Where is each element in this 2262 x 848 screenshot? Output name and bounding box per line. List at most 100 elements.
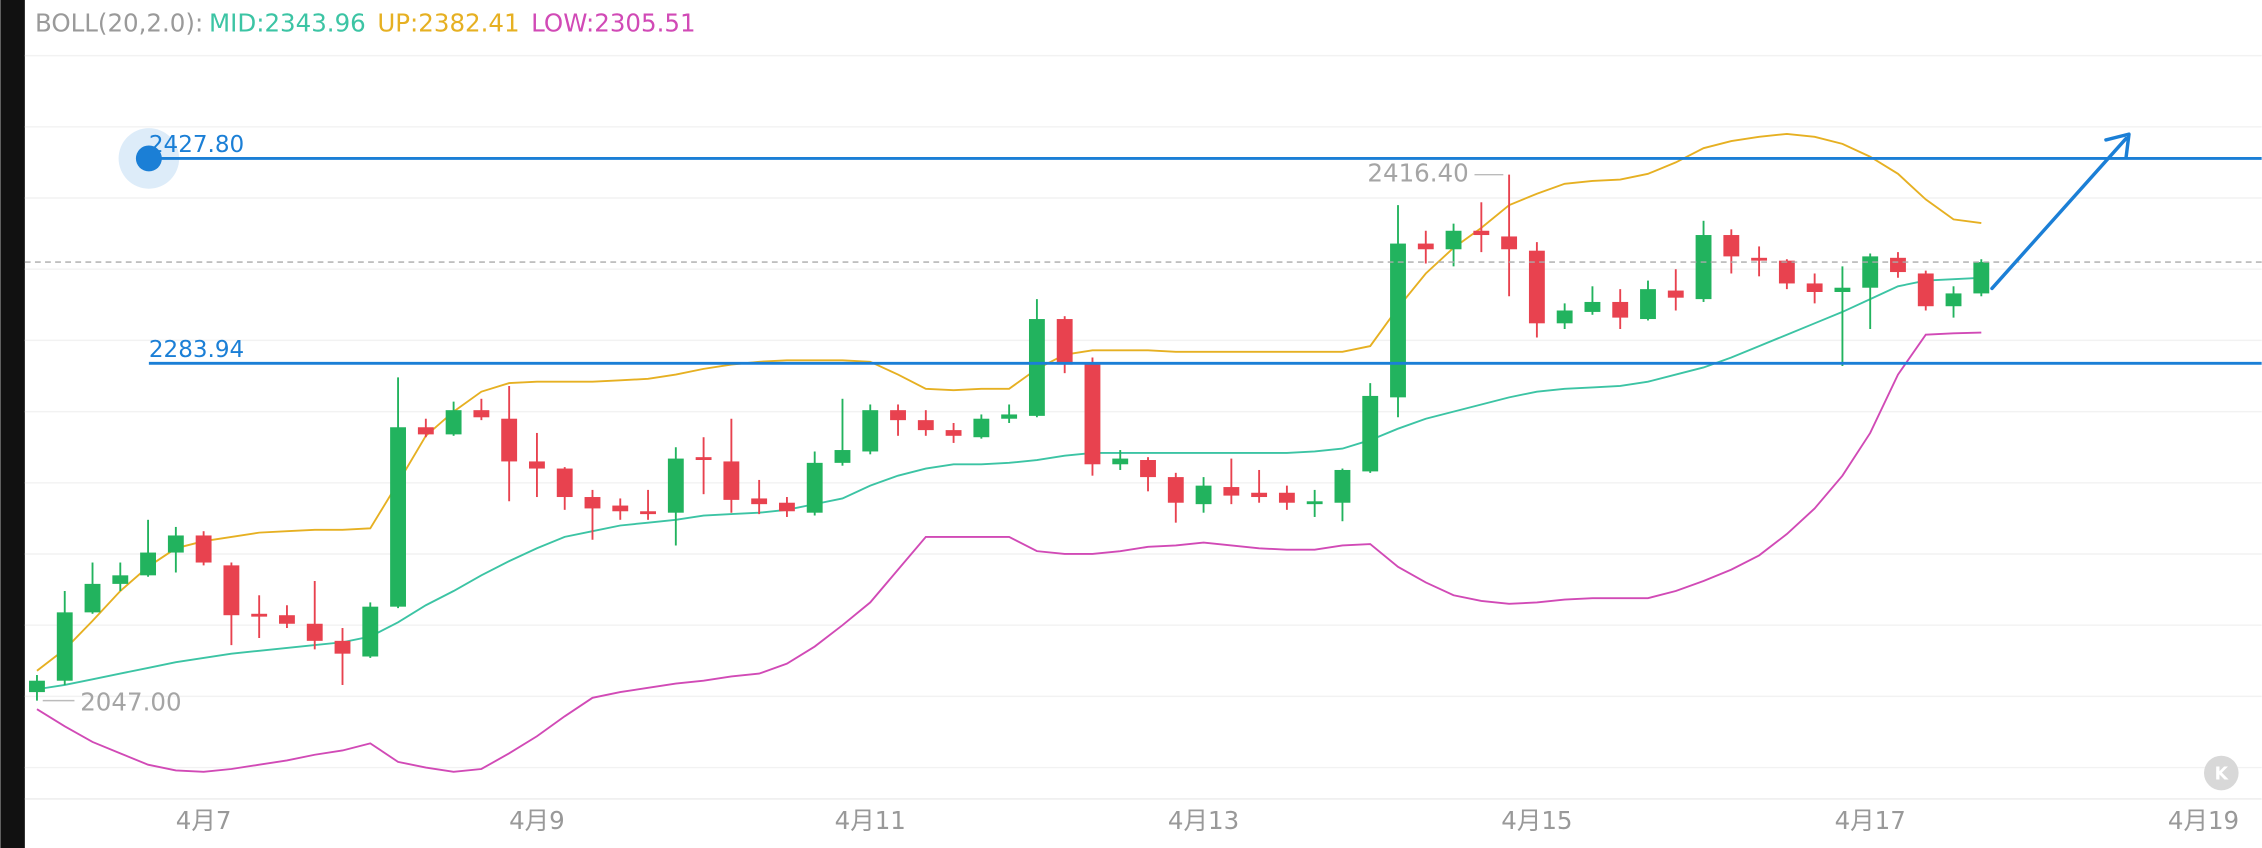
candle-body xyxy=(140,552,157,576)
band-line xyxy=(36,276,1982,691)
candle-body xyxy=(1084,363,1101,465)
x-tick-label: 4月9 xyxy=(509,806,565,835)
candle-body xyxy=(667,458,684,513)
legend-entry: LOW:2305.51 xyxy=(531,9,695,38)
candle-body xyxy=(1417,243,1434,250)
candle-body xyxy=(778,502,795,512)
grid xyxy=(24,54,2262,769)
low-marker-label: 2047.00 xyxy=(80,688,181,717)
x-tick-label: 4月11 xyxy=(835,806,906,835)
candle-body xyxy=(473,410,490,418)
candle-body xyxy=(1751,257,1768,261)
candle-body xyxy=(917,420,934,431)
candle-body xyxy=(390,427,406,607)
candle-body xyxy=(1834,287,1851,292)
candle-body xyxy=(1473,230,1490,236)
candle-body xyxy=(223,565,240,616)
candle-body xyxy=(1251,492,1268,498)
legend-entry: MID:2343.96 xyxy=(209,9,366,38)
candle-body xyxy=(1778,260,1795,284)
plot: 2427.80 2283.94 2416.40 2047.00 xyxy=(24,128,2262,773)
candle-body xyxy=(306,623,323,641)
candle-body xyxy=(1167,477,1184,503)
candle-body xyxy=(334,640,351,654)
candle-body xyxy=(751,498,768,505)
candle-body xyxy=(1445,230,1462,250)
candle-body xyxy=(279,615,295,624)
candle-body xyxy=(1584,301,1601,312)
level-label: 2427.80 xyxy=(149,132,244,158)
x-tick-label: 4月13 xyxy=(1168,806,1239,835)
candle-body xyxy=(1890,257,1906,273)
candle-body xyxy=(640,511,656,515)
candle-body xyxy=(584,497,601,509)
candle-body xyxy=(1556,310,1573,324)
candle-body xyxy=(723,461,740,500)
candle-body xyxy=(1501,236,1518,250)
candle-body xyxy=(1528,250,1545,324)
candle-body xyxy=(1112,458,1129,465)
candle-body xyxy=(834,450,851,463)
candle-body xyxy=(1640,289,1656,320)
candle-body xyxy=(1223,487,1240,496)
candle-body xyxy=(862,410,879,452)
candle-body xyxy=(195,535,212,563)
header: BOLL(20,2.0): MID:2343.96 UP:2382.41 LOW:2… xyxy=(35,9,696,38)
trend-arrow xyxy=(1990,136,2128,291)
candle-body xyxy=(1140,460,1156,478)
candle-body xyxy=(445,410,462,435)
high-marker-label: 2416.40 xyxy=(1367,159,1468,188)
candle-body xyxy=(1001,414,1018,419)
candle-body xyxy=(167,535,184,553)
candle-body xyxy=(84,583,101,613)
candle-body xyxy=(945,430,962,436)
candle-body xyxy=(1334,469,1351,503)
x-tick-label: 4月15 xyxy=(1501,806,1572,835)
indicator-label: BOLL(20,2.0): xyxy=(35,9,203,38)
candle-body xyxy=(29,680,45,693)
candle-body xyxy=(1862,256,1879,288)
candle-body xyxy=(1195,485,1212,505)
candle-body xyxy=(1056,319,1073,365)
candle-body xyxy=(1723,235,1740,257)
candle-body xyxy=(695,457,712,461)
candle-body xyxy=(417,427,434,435)
candle-body xyxy=(890,410,906,421)
candle-body xyxy=(556,468,573,498)
candle-body xyxy=(612,505,629,512)
candle-body xyxy=(529,461,545,469)
trend-arrow-head xyxy=(2104,132,2131,159)
candle-body xyxy=(1695,235,1712,300)
candle-body xyxy=(1612,301,1629,318)
candle-body xyxy=(973,418,990,438)
logo-badge[interactable] xyxy=(2203,755,2239,791)
candle-body xyxy=(1945,293,1962,307)
candle-body xyxy=(1278,492,1295,503)
legend-entry: UP:2382.41 xyxy=(377,9,519,38)
x-tick-label: 4月19 xyxy=(2168,806,2239,835)
candle-body xyxy=(806,462,823,513)
candle-body xyxy=(1028,319,1045,416)
level-label: 2283.94 xyxy=(149,337,244,363)
candle-body xyxy=(1306,501,1323,505)
candle-body xyxy=(1362,395,1379,472)
candle-body xyxy=(1806,283,1823,292)
candle-body xyxy=(501,418,518,462)
band-line xyxy=(36,132,1982,672)
candle-body xyxy=(1917,273,1934,307)
candle-body xyxy=(362,606,379,657)
candle-body xyxy=(1390,243,1406,398)
candle-body xyxy=(112,575,129,584)
band-line xyxy=(36,331,1982,773)
candle-body xyxy=(1667,290,1684,298)
candle-body xyxy=(251,613,268,617)
candle-body xyxy=(56,612,73,681)
level-handle xyxy=(135,145,162,172)
logo-text[interactable]: K xyxy=(2215,764,2229,784)
x-tick-label: 4月7 xyxy=(176,806,232,835)
candle-body xyxy=(1973,262,1990,294)
x-tick-label: 4月17 xyxy=(1835,806,1906,835)
screen-edge xyxy=(0,0,25,848)
